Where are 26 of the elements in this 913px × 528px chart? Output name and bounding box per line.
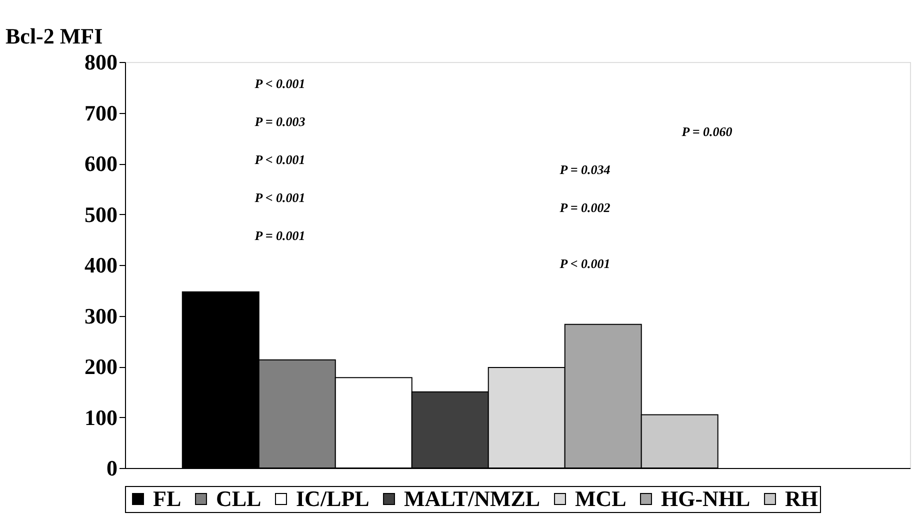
annotation: P < 0.001 <box>560 256 610 271</box>
legend-label: IC/LPL <box>296 486 370 511</box>
y-tick-label: 200 <box>84 354 118 379</box>
annotation: P = 0.034 <box>560 162 611 177</box>
annotation: P < 0.001 <box>254 152 306 167</box>
annotation: P = 0.002 <box>560 200 611 215</box>
annotation: P = 0.003 <box>254 114 306 129</box>
legend-label: MCL <box>575 486 626 511</box>
y-axis-title: Bcl-2 MFI <box>6 24 103 48</box>
y-tick-label: 600 <box>84 151 118 176</box>
annotation: P < 0.001 <box>254 76 306 91</box>
legend-label: HG-NHL <box>661 486 750 511</box>
annotation: P = 0.060 <box>682 124 733 139</box>
y-tick-label: 700 <box>84 100 118 126</box>
legend-label: FL <box>153 486 182 511</box>
y-tick-label: 500 <box>84 202 118 227</box>
y-tick-label: 0 <box>106 456 118 480</box>
annotation: P = 0.001 <box>254 228 306 243</box>
y-tick-label: 400 <box>84 252 118 278</box>
y-tick-label: 300 <box>84 303 118 328</box>
y-tick-label: 100 <box>84 404 118 430</box>
annotation: P < 0.001 <box>254 190 306 205</box>
y-tick-label: 800 <box>84 50 118 74</box>
legend-label: CLL <box>216 486 262 511</box>
legend-label: MALT/NMZL <box>404 486 540 511</box>
legend-label: RH <box>785 486 818 511</box>
